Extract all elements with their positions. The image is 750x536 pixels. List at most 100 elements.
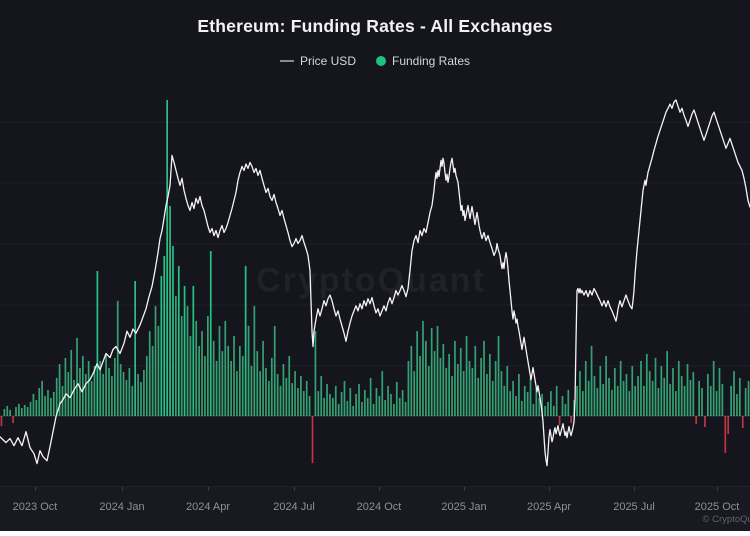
funding-rate-bar (276, 373, 279, 416)
funding-rate-bar (76, 337, 78, 416)
funding-rate-bar (44, 396, 46, 416)
funding-rate-bar (50, 397, 52, 416)
funding-rate-bar (256, 351, 259, 416)
funding-rate-bar (32, 393, 35, 416)
funding-rate-bar (419, 356, 421, 416)
funding-rate-bar (689, 380, 692, 416)
funding-rate-bar (67, 372, 70, 416)
funding-rate-bar (430, 328, 433, 416)
funding-rate-bar (471, 368, 474, 416)
funding-rate-bar (323, 397, 325, 416)
funding-rate-bar (622, 380, 625, 416)
funding-rate-bar (18, 404, 20, 416)
funding-rate-bar (721, 384, 724, 416)
funding-rate-bar (294, 371, 296, 416)
funding-rate-bar (175, 296, 177, 416)
funding-rate-bar (657, 388, 660, 416)
funding-rate-bar (480, 357, 482, 416)
funding-rate-bar (683, 385, 686, 416)
funding-rate-bar (285, 377, 288, 416)
funding-rate-bar (177, 265, 180, 416)
funding-rate-bar (439, 357, 442, 416)
funding-rate-bar (90, 380, 93, 416)
funding-rate-bar (686, 364, 689, 416)
funding-rate-bar (329, 393, 331, 416)
funding-rate-bar (282, 364, 285, 416)
funding-rate-bar (701, 388, 703, 416)
line-marker-icon (279, 60, 294, 62)
funding-rate-bar (221, 351, 224, 416)
funding-rate-bar (593, 376, 596, 416)
funding-rate-bar (640, 360, 642, 416)
funding-rate-bar (619, 360, 622, 416)
funding-rate-bar (334, 385, 337, 416)
funding-chart-canvas[interactable] (0, 0, 750, 486)
funding-rate-bar (183, 285, 186, 416)
funding-rate-bar (503, 385, 506, 416)
funding-rate-bar (372, 404, 375, 416)
funding-rate-bar (369, 377, 372, 416)
x-tick-mark (717, 487, 718, 491)
funding-rate-bar (433, 351, 436, 416)
funding-rate-bar (625, 373, 628, 416)
legend-item-price-usd[interactable]: Price USD (279, 54, 356, 68)
x-tick-label: 2024 Oct (356, 501, 402, 513)
funding-rate-bar (407, 360, 410, 416)
funding-rate-bar (0, 416, 3, 427)
funding-rate-bar (672, 368, 674, 416)
funding-rate-bar (643, 385, 645, 416)
funding-rate-bar (29, 401, 32, 416)
funding-rate-bar (747, 380, 750, 416)
funding-rate-bar (102, 373, 105, 416)
funding-rate-bar (311, 416, 314, 464)
funding-rate-bar (207, 316, 209, 416)
funding-rate-bar (404, 401, 407, 416)
funding-rate-bar (241, 356, 244, 416)
funding-rate-bar (451, 376, 453, 416)
funding-rate-bar (154, 305, 157, 416)
funding-rate-bar (651, 380, 654, 416)
funding-rate-bar (660, 365, 663, 416)
funding-rate-bar (375, 388, 378, 416)
chart-title: Ethereum: Funding Rates - All Exchanges (197, 16, 553, 36)
funding-rate-bar (425, 340, 427, 416)
funding-rate-bar (163, 256, 166, 416)
funding-rate-bar (584, 360, 587, 416)
funding-rate-bar (416, 331, 418, 416)
x-tick-mark (549, 487, 550, 491)
funding-rate-bar (326, 384, 328, 416)
funding-rate-bar (550, 391, 552, 416)
funding-rate-bar (613, 368, 616, 416)
funding-rate-bar (558, 416, 561, 425)
funding-rate-bar (247, 325, 250, 416)
funding-rate-bar (663, 377, 666, 416)
funding-rate-bar (654, 357, 657, 416)
funding-rate-bar (253, 305, 256, 416)
funding-rate-bar (515, 396, 517, 416)
x-tick-mark (35, 487, 36, 491)
funding-rate-bar (454, 340, 456, 416)
funding-rate-bar (468, 360, 471, 416)
funding-rate-bar (215, 360, 218, 416)
x-tick-mark (294, 487, 295, 491)
funding-rate-bar (268, 380, 270, 416)
funding-rate-bar (698, 380, 700, 416)
legend-label-price-usd: Price USD (299, 54, 356, 68)
funding-rate-bar (363, 389, 366, 416)
dot-marker-icon (375, 56, 386, 66)
funding-rate-bar (675, 391, 677, 416)
legend-item-funding-rates[interactable]: Funding Rates (375, 54, 470, 68)
funding-rate-bar (12, 416, 14, 424)
funding-rate-bar (113, 357, 116, 416)
funding-rate-bar (465, 336, 468, 416)
x-tick-label: 2024 Jan (99, 501, 145, 513)
funding-rate-bar (552, 405, 555, 416)
funding-rate-bar (125, 380, 128, 416)
x-tick-label: 2023 Oct (12, 501, 58, 513)
funding-rate-bar (38, 388, 41, 416)
funding-rate-bar (718, 368, 721, 416)
funding-rate-bar (436, 325, 439, 416)
funding-rate-bar (259, 371, 262, 416)
funding-rate-bar (82, 356, 84, 416)
funding-rate-bar (305, 380, 308, 416)
